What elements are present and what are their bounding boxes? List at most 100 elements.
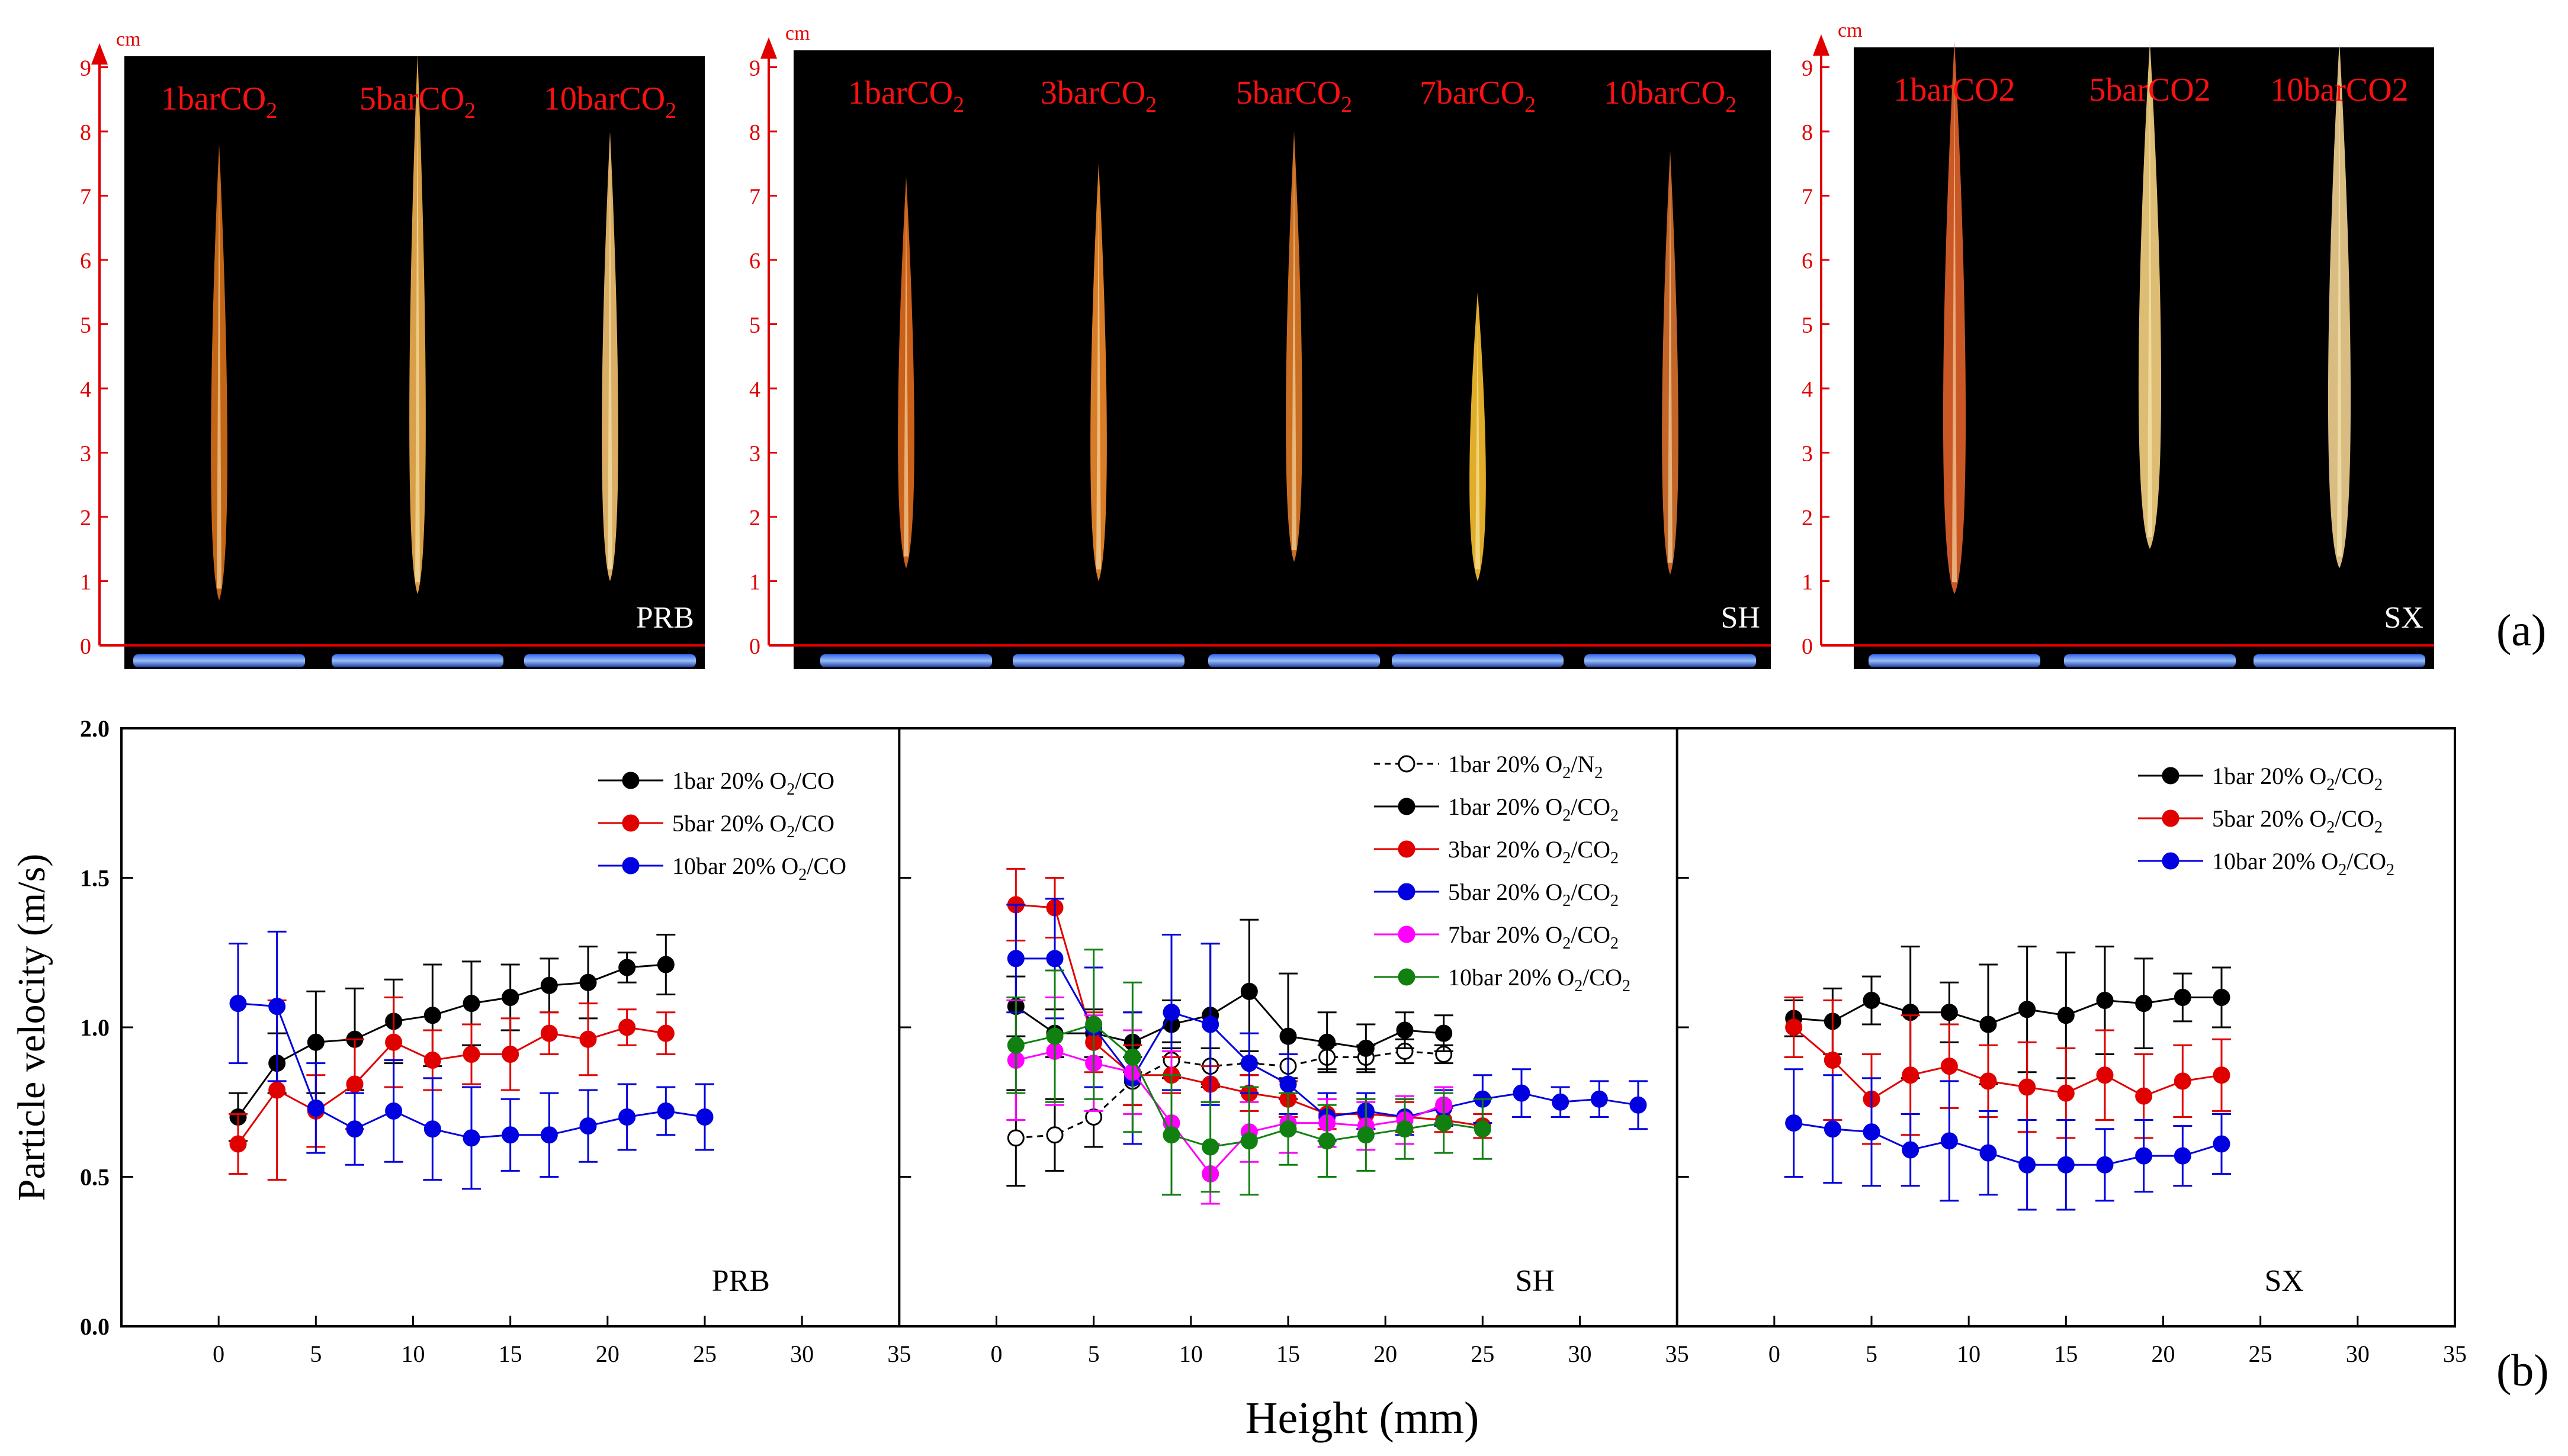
velocity-chart: 0.0 0.5 1.0 1.5 2.0 0 5 10 15 20 25 30 35 1bar 20% O2…	[10, 715, 2549, 1443]
scale-tick-label: 3	[749, 442, 760, 467]
x-tick-label: 5	[1866, 1341, 1877, 1367]
scale-tick-label: 8	[80, 120, 91, 145]
scale-tick-label: 7	[1802, 185, 1813, 210]
data-point	[1046, 1126, 1064, 1144]
data-point	[657, 956, 675, 973]
x-tick-label: 5	[1088, 1341, 1100, 1367]
data-point	[2057, 1084, 2075, 1102]
legend-marker	[2162, 809, 2179, 827]
x-tick-label: 25	[2249, 1341, 2272, 1367]
data-point	[657, 1024, 675, 1042]
scale-unit: cm	[116, 28, 141, 50]
photo-background	[794, 50, 1771, 669]
x-tick-label: 35	[1665, 1341, 1689, 1367]
data-point	[268, 1081, 286, 1099]
burner-flame	[524, 654, 696, 667]
data-point	[1863, 992, 1880, 1010]
scale-tick-label: 4	[80, 377, 91, 402]
y-tick-label: 0.0	[80, 1313, 110, 1340]
data-point	[463, 1045, 480, 1063]
data-point	[1279, 1120, 1297, 1138]
data-point	[540, 1126, 558, 1144]
data-point	[1279, 1075, 1297, 1093]
x-tick-label: 10	[1179, 1341, 1203, 1367]
scale-tick-label: 7	[80, 185, 91, 210]
data-point	[1240, 1132, 1258, 1150]
condition-label: 5barCO2	[2089, 72, 2210, 108]
x-tick-label: 0	[991, 1341, 1003, 1367]
scale-tick-label: 2	[749, 506, 760, 531]
series-line	[1793, 997, 2222, 1026]
scale-tick-label: 0	[80, 634, 91, 659]
photo-content: cm 0 1 2 3 4 5 6 7 8 9 1barCO2 5barCO2 10barCO2 PRB	[80, 28, 705, 667]
chart-content: 0.0 0.5 1.0 1.5 2.0 0 5 10 15 20 25 30 35 1bar 20% O2…	[80, 715, 2467, 1367]
legend-label: 1bar 20% O2/CO2	[1448, 793, 1619, 825]
data-point	[1824, 1052, 1841, 1069]
flame-core	[1668, 174, 1673, 563]
x-tick-label: 15	[499, 1341, 522, 1367]
data-point	[307, 1033, 325, 1051]
data-point	[1007, 950, 1025, 968]
burner-flame	[1208, 654, 1380, 667]
condition-label: 10barCO2	[544, 81, 676, 123]
data-point	[579, 1117, 597, 1135]
data-point	[1590, 1090, 1608, 1108]
x-tick-label: 20	[1373, 1341, 1397, 1367]
burner-flame	[332, 654, 503, 667]
data-point	[1357, 1039, 1375, 1057]
data-point	[1202, 1138, 1219, 1156]
data-point	[1979, 1015, 1997, 1033]
scale-tick-label: 4	[1802, 377, 1813, 402]
data-point	[2018, 1001, 2036, 1018]
scale-tick-label: 4	[749, 377, 760, 402]
series-line	[1793, 1026, 2222, 1101]
flame-core	[1096, 187, 1101, 570]
flame-core	[608, 155, 612, 570]
data-point	[579, 973, 597, 991]
scale-tick-label: 9	[749, 56, 760, 81]
legend-label: 1bar 20% O2/CO	[672, 767, 834, 799]
data-point	[1940, 1132, 1958, 1150]
scale-tick-label: 7	[749, 185, 760, 210]
x-tick-label: 20	[2152, 1341, 2175, 1367]
data-point	[229, 1135, 247, 1153]
scale-tick-label: 6	[749, 249, 760, 274]
scale-tick-label: 9	[1802, 56, 1813, 81]
scale-arrow	[760, 37, 777, 59]
scale-tick-label: 6	[80, 249, 91, 274]
data-point	[1007, 1036, 1025, 1054]
data-point	[1085, 1015, 1103, 1033]
panel-label-b: (b)	[2496, 1346, 2549, 1396]
data-point	[2135, 995, 2153, 1013]
scale-unit: cm	[1838, 20, 1863, 41]
photo-content: cm 0 1 2 3 4 5 6 7 8 9 1barCO2 3barCO2 5barCO2 7barCO2…	[749, 23, 1771, 667]
condition-label: 7barCO2	[1420, 75, 1536, 117]
data-point	[1279, 1027, 1297, 1045]
x-tick-label: 25	[1471, 1341, 1494, 1367]
legend-label: 7bar 20% O2/CO2	[1448, 921, 1619, 953]
data-point	[657, 1102, 675, 1120]
legend-marker	[1398, 883, 1415, 901]
legend-label: 1bar 20% O2/N2	[1448, 751, 1603, 782]
x-tick-label: 10	[1957, 1341, 1980, 1367]
x-tick-label: 5	[310, 1341, 322, 1367]
legend-label: 3bar 20% O2/CO2	[1448, 836, 1619, 867]
data-point	[540, 1024, 558, 1042]
flame-photos: cm 0 1 2 3 4 5 6 7 8 9 1barCO2 5barCO2 10barCO2 PRB cm…	[80, 20, 2546, 669]
x-tick-label: 35	[2443, 1341, 2467, 1367]
scale-tick-label: 1	[1802, 570, 1813, 595]
x-tick-label: 0	[1768, 1341, 1780, 1367]
data-point	[1318, 1132, 1336, 1150]
scale-tick-label: 6	[1802, 249, 1813, 274]
x-axis-label: Height (mm)	[1246, 1393, 1479, 1443]
scale-arrow	[91, 43, 108, 65]
data-point	[1318, 1033, 1336, 1051]
data-point	[2096, 992, 2114, 1010]
data-point	[307, 1099, 325, 1117]
x-tick-label: 35	[887, 1341, 911, 1367]
scale-tick-label: 1	[80, 570, 91, 595]
legend-marker	[1398, 798, 1415, 815]
data-point	[618, 1018, 636, 1036]
subplot-name: SH	[1516, 1264, 1555, 1298]
series-line	[1015, 990, 1444, 1049]
